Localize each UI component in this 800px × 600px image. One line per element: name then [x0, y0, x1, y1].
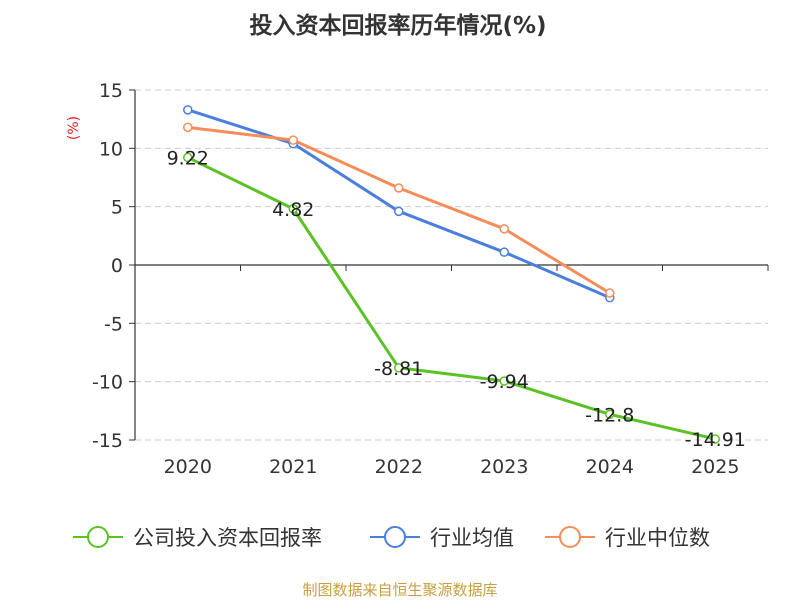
legend-label-0: 公司投入资本回报率 [133, 526, 322, 550]
y-tick-label: 0 [111, 255, 123, 277]
data-point [499, 224, 509, 234]
series-line-1 [187, 108, 611, 300]
data-point [394, 183, 404, 193]
data-label: 9.22 [167, 147, 209, 169]
data-point [288, 204, 298, 214]
data-label: -8.81 [374, 358, 423, 380]
y-tick-labels: 15 10 5 0 -5 -10 -15 [92, 80, 123, 452]
y-tick-label: 5 [111, 197, 123, 219]
legend-marker-0 [87, 526, 109, 548]
x-tick-label: 2020 [164, 456, 212, 478]
x-tick-label: 2025 [691, 456, 739, 478]
data-point [710, 434, 720, 444]
data-point [183, 152, 193, 163]
y-axis-label: (%) [66, 116, 82, 140]
data-label: -12.8 [585, 404, 634, 426]
grid-lines [135, 89, 768, 441]
data-point [183, 122, 193, 133]
y-tick-label: 15 [99, 80, 123, 102]
chart-title: 投入资本回报率历年情况(%) [249, 12, 546, 39]
data-label: 4.82 [272, 199, 314, 221]
legend-marker-1 [384, 526, 406, 548]
x-tick-label: 2022 [375, 456, 423, 478]
x-tick-label: 2023 [480, 456, 528, 478]
data-point [288, 135, 298, 145]
legend: 公司投入资本回报率 行业均值 行业中位数 [73, 526, 710, 550]
series-line-0 [187, 156, 716, 441]
y-tick-label: -15 [92, 430, 123, 452]
data-point [394, 206, 404, 217]
y-tick-label: 10 [99, 138, 123, 160]
data-point [605, 288, 615, 298]
data-point [499, 376, 509, 386]
x-tick-labels: 2020 2021 2022 2023 2024 2025 [164, 456, 740, 478]
data-label: -9.94 [480, 371, 529, 393]
data-point [394, 363, 404, 373]
legend-label-1: 行业均值 [430, 526, 514, 550]
y-tick-label: -10 [92, 372, 123, 394]
data-point [605, 409, 615, 420]
x-tick-label: 2021 [269, 456, 317, 478]
axes [129, 89, 769, 441]
y-tick-label: -5 [104, 313, 123, 335]
data-labels: 9.22 4.82 -8.81 -9.94 -12.8 -14.91 [167, 147, 746, 451]
data-point [183, 105, 193, 115]
legend-marker-2 [559, 526, 581, 548]
legend-label-2: 行业中位数 [605, 526, 710, 550]
data-point [499, 247, 509, 257]
data-label: -14.91 [685, 429, 746, 451]
source-note: 制图数据来自恒生聚源数据库 [302, 581, 497, 599]
x-tick-label: 2024 [586, 456, 634, 478]
series-group [183, 105, 720, 444]
